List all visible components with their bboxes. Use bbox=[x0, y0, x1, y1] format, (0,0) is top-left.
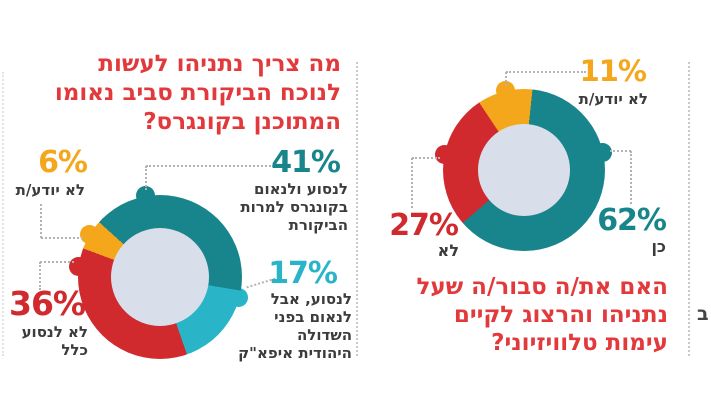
left-label-aipac: לנסוע, אבל לנאום בפני השדולה היהודית איפ… bbox=[238, 290, 352, 362]
leader-11-horizontal bbox=[506, 71, 586, 73]
center-dotted-divider bbox=[356, 62, 358, 356]
right-pct-yes: 62% bbox=[597, 203, 667, 238]
clipped-edge-letter: ב bbox=[697, 303, 709, 325]
left-pct-not-travel: 36% bbox=[9, 284, 86, 323]
right-pct-no: 27% bbox=[389, 208, 459, 243]
leader-41-vertical bbox=[145, 166, 147, 190]
right-pct-dontknow: 11% bbox=[579, 54, 647, 88]
right-chart-title-line-2: נתניהו והרצוג לקיים bbox=[453, 302, 668, 328]
left-pct-aipac: 17% bbox=[268, 256, 338, 291]
left-label-aipac-line-4: היהודית איפא"ק bbox=[238, 344, 352, 362]
left-donut-hole bbox=[111, 228, 209, 326]
left-chart-title-line-3: המתוכנן בקונגרס? bbox=[143, 109, 341, 135]
leader-36-horizontal bbox=[40, 261, 74, 263]
left-edge-dotted-divider bbox=[2, 72, 4, 356]
left-label-travel-speak: לנסוע ולנאום בקונגרס למרות הביקורת bbox=[240, 180, 348, 234]
left-label-aipac-line-3: השדולה bbox=[296, 326, 352, 344]
left-chart-title: מה צריך נתניהו לעשות לנוכח הביקורת סביב … bbox=[55, 50, 341, 137]
leader-6-horizontal bbox=[41, 237, 83, 239]
left-label-not-travel-line-2: כלל bbox=[61, 341, 88, 359]
left-label-not-travel-line-1: לא לנסוע bbox=[21, 323, 88, 341]
left-chart-title-line-2: לנוכח הביקורת סביב נאומו bbox=[54, 80, 341, 106]
left-label-travel-speak-line-1: לנסוע ולנאום bbox=[254, 180, 348, 198]
left-label-not-travel: לא לנסוע כלל bbox=[22, 323, 88, 359]
right-donut-hole bbox=[478, 124, 570, 216]
left-label-aipac-line-2: לנאום בפני bbox=[274, 308, 352, 326]
leader-6-vertical bbox=[40, 204, 42, 238]
right-label-yes: כן bbox=[651, 237, 666, 256]
left-label-travel-speak-line-3: הביקורת bbox=[288, 216, 348, 234]
right-chart-title: האם את/ה סבור/ה שעל נתניהו והרצוג לקיים … bbox=[416, 273, 668, 357]
left-label-travel-speak-line-2: בקונגרס למרות bbox=[240, 198, 348, 216]
right-chart-title-line-3: עימות טלוויזיוני? bbox=[491, 330, 668, 356]
leader-11-vertical bbox=[505, 72, 507, 86]
left-pct-travel-speak: 41% bbox=[271, 145, 341, 180]
right-label-no: לא bbox=[437, 241, 459, 260]
left-label-aipac-line-1: לנסוע, אבל bbox=[270, 290, 352, 308]
leader-27-horizontal bbox=[412, 157, 440, 159]
left-pct-dontknow: 6% bbox=[38, 145, 88, 180]
leader-27-vertical bbox=[411, 158, 413, 208]
right-edge-dotted-divider bbox=[688, 62, 690, 356]
right-chart-title-line-1: האם את/ה סבור/ה שעל bbox=[416, 274, 668, 300]
leader-36-vertical bbox=[39, 262, 41, 290]
leader-62-horizontal bbox=[610, 150, 631, 152]
left-chart-title-line-1: מה צריך נתניהו לעשות bbox=[98, 51, 341, 77]
right-label-dontknow: לא יודע/ת bbox=[578, 90, 648, 108]
left-label-dontknow: לא יודע/ת bbox=[15, 181, 85, 199]
leader-41-horizontal bbox=[146, 165, 274, 167]
leader-62-vertical bbox=[630, 151, 632, 204]
